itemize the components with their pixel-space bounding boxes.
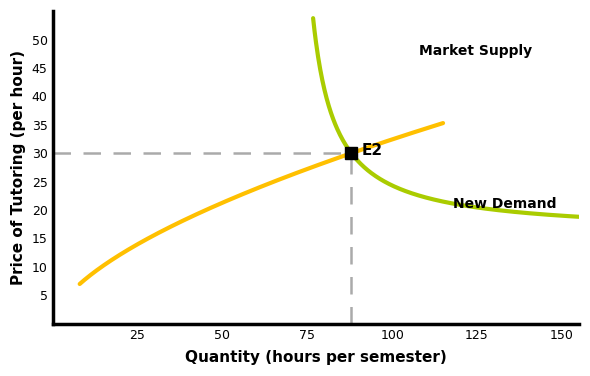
Y-axis label: Price of Tutoring (per hour): Price of Tutoring (per hour): [11, 50, 26, 285]
Text: E2: E2: [362, 143, 383, 158]
Text: Market Supply: Market Supply: [419, 44, 532, 58]
X-axis label: Quantity (hours per semester): Quantity (hours per semester): [185, 350, 447, 365]
Text: New Demand: New Demand: [453, 197, 557, 211]
